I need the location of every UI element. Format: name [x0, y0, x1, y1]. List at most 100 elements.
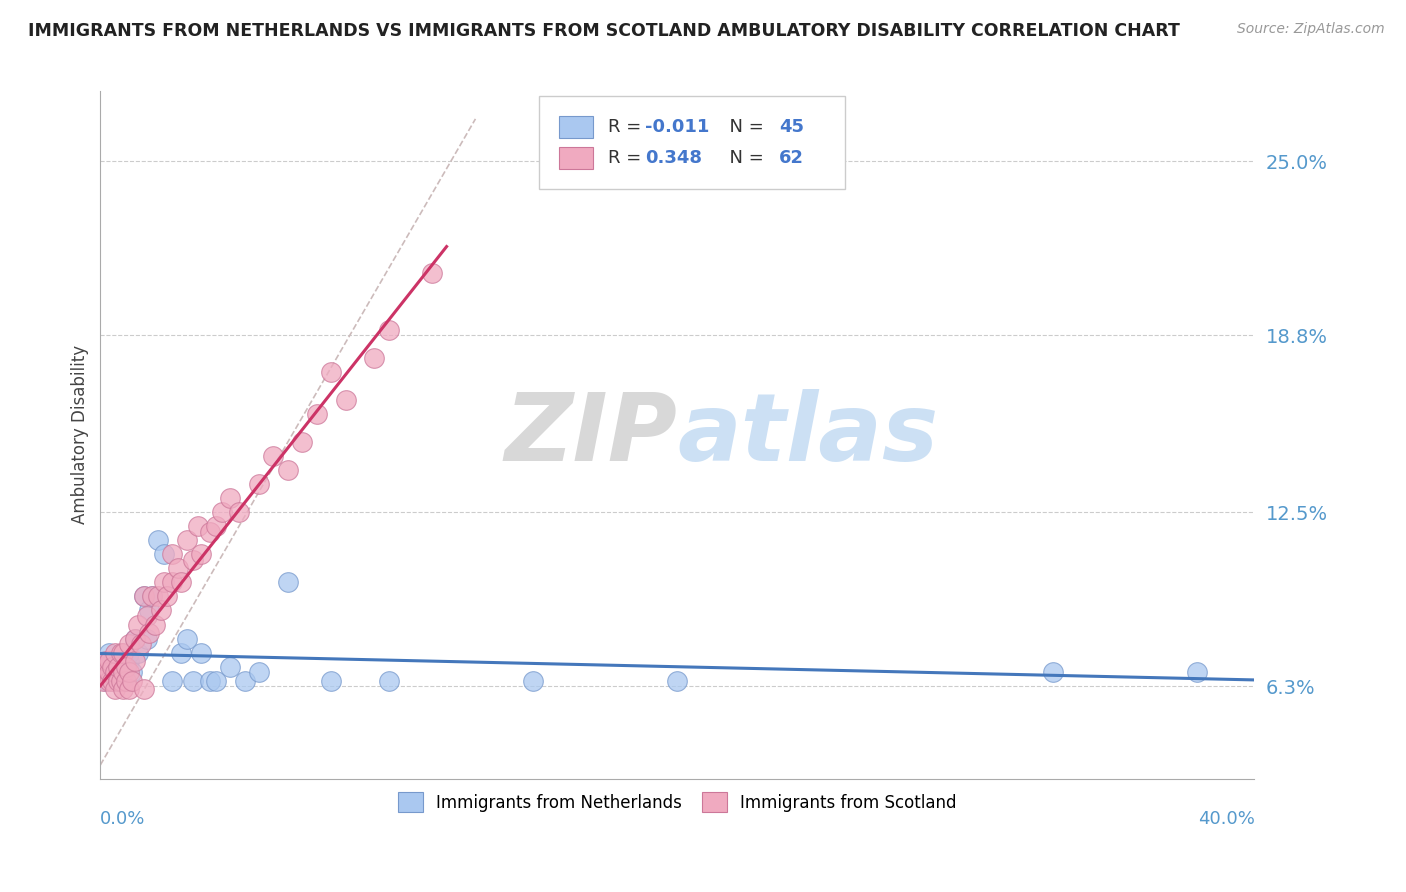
- Point: [190, 646, 212, 660]
- Point: [118, 646, 141, 660]
- Text: 45: 45: [779, 118, 804, 136]
- FancyBboxPatch shape: [538, 95, 845, 188]
- Point: [107, 673, 129, 688]
- Point: [110, 659, 132, 673]
- Point: [118, 682, 141, 697]
- FancyBboxPatch shape: [558, 116, 593, 137]
- Point: [94, 673, 117, 688]
- Point: [204, 519, 226, 533]
- Point: [118, 654, 141, 668]
- Point: [211, 505, 233, 519]
- Point: [378, 673, 401, 688]
- Point: [162, 673, 184, 688]
- Point: [107, 654, 129, 668]
- Point: [247, 477, 270, 491]
- Point: [104, 682, 127, 697]
- Point: [104, 659, 127, 673]
- Point: [101, 665, 124, 680]
- Point: [146, 533, 169, 548]
- Point: [1185, 665, 1208, 680]
- Point: [98, 646, 121, 660]
- Point: [420, 267, 443, 281]
- Point: [98, 673, 121, 688]
- Point: [98, 654, 121, 668]
- Point: [127, 617, 149, 632]
- Point: [321, 673, 343, 688]
- Point: [132, 590, 155, 604]
- Point: [162, 575, 184, 590]
- Point: [363, 351, 385, 365]
- Point: [98, 665, 121, 680]
- Point: [91, 654, 114, 668]
- Point: [129, 637, 152, 651]
- Point: [176, 533, 198, 548]
- Point: [190, 547, 212, 561]
- Point: [91, 673, 114, 688]
- Point: [181, 553, 204, 567]
- Point: [101, 673, 124, 688]
- Text: Source: ZipAtlas.com: Source: ZipAtlas.com: [1237, 22, 1385, 37]
- Text: 0.348: 0.348: [645, 149, 702, 167]
- Point: [112, 665, 135, 680]
- Text: N =: N =: [718, 149, 769, 167]
- Point: [101, 659, 124, 673]
- Point: [378, 322, 401, 336]
- Point: [121, 673, 143, 688]
- Point: [118, 665, 141, 680]
- Point: [132, 590, 155, 604]
- Text: R =: R =: [609, 149, 647, 167]
- Point: [198, 673, 221, 688]
- Point: [153, 547, 176, 561]
- Text: R =: R =: [609, 118, 647, 136]
- Point: [115, 659, 138, 673]
- Point: [219, 491, 242, 505]
- Point: [335, 392, 357, 407]
- Point: [138, 603, 160, 617]
- Point: [94, 654, 117, 668]
- Point: [101, 654, 124, 668]
- FancyBboxPatch shape: [558, 146, 593, 169]
- Text: ZIP: ZIP: [505, 389, 678, 481]
- Point: [135, 609, 157, 624]
- Point: [104, 673, 127, 688]
- Point: [228, 505, 250, 519]
- Point: [321, 365, 343, 379]
- Point: [132, 682, 155, 697]
- Point: [104, 646, 127, 660]
- Point: [118, 637, 141, 651]
- Point: [112, 673, 135, 688]
- Point: [115, 659, 138, 673]
- Point: [187, 519, 209, 533]
- Point: [143, 617, 166, 632]
- Text: 62: 62: [779, 149, 804, 167]
- Point: [110, 673, 132, 688]
- Text: -0.011: -0.011: [645, 118, 710, 136]
- Text: 40.0%: 40.0%: [1198, 810, 1254, 828]
- Point: [112, 665, 135, 680]
- Point: [91, 659, 114, 673]
- Point: [121, 665, 143, 680]
- Point: [110, 673, 132, 688]
- Point: [141, 590, 163, 604]
- Point: [94, 659, 117, 673]
- Point: [149, 603, 172, 617]
- Point: [112, 682, 135, 697]
- Text: 0.0%: 0.0%: [100, 810, 146, 828]
- Point: [162, 547, 184, 561]
- Point: [112, 646, 135, 660]
- Y-axis label: Ambulatory Disability: Ambulatory Disability: [72, 345, 89, 524]
- Point: [138, 626, 160, 640]
- Point: [124, 632, 146, 646]
- Point: [233, 673, 256, 688]
- Point: [91, 665, 114, 680]
- Point: [153, 575, 176, 590]
- Point: [291, 434, 314, 449]
- Point: [127, 646, 149, 660]
- Point: [156, 590, 179, 604]
- Point: [107, 659, 129, 673]
- Point: [277, 463, 299, 477]
- Point: [176, 632, 198, 646]
- Point: [247, 665, 270, 680]
- Point: [107, 665, 129, 680]
- Point: [124, 632, 146, 646]
